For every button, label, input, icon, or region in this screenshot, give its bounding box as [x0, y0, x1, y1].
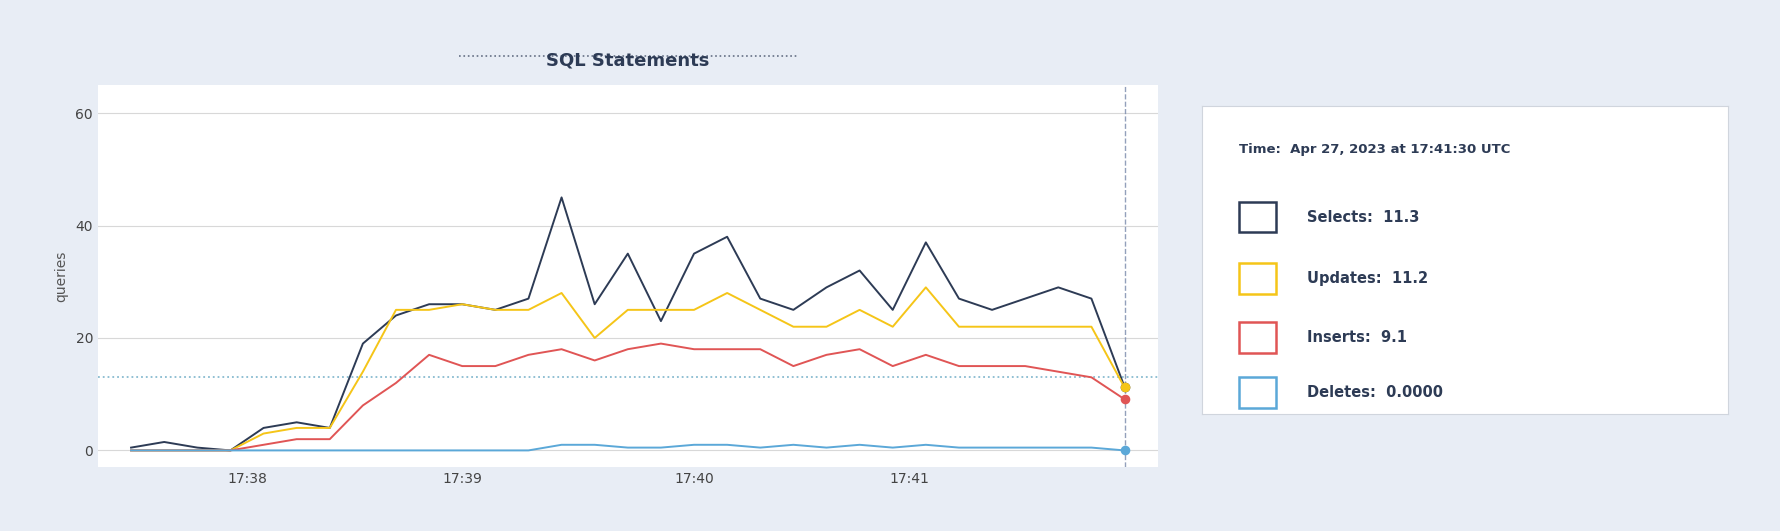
Text: Time:  Apr 27, 2023 at 17:41:30 UTC: Time: Apr 27, 2023 at 17:41:30 UTC [1239, 143, 1509, 156]
Y-axis label: queries: queries [55, 251, 68, 302]
Text: Deletes:  0.0000: Deletes: 0.0000 [1307, 385, 1442, 400]
Point [1109, 395, 1137, 404]
FancyBboxPatch shape [1239, 263, 1274, 294]
Text: Selects:  11.3: Selects: 11.3 [1307, 210, 1419, 225]
Title: SQL Statements: SQL Statements [546, 52, 708, 70]
FancyBboxPatch shape [1239, 202, 1274, 233]
Point [1109, 446, 1137, 455]
FancyBboxPatch shape [1239, 377, 1274, 408]
Text: Inserts:  9.1: Inserts: 9.1 [1307, 330, 1406, 345]
FancyBboxPatch shape [1239, 322, 1274, 353]
Point [1109, 383, 1137, 391]
Point [1109, 383, 1137, 392]
Text: Updates:  11.2: Updates: 11.2 [1307, 271, 1428, 286]
